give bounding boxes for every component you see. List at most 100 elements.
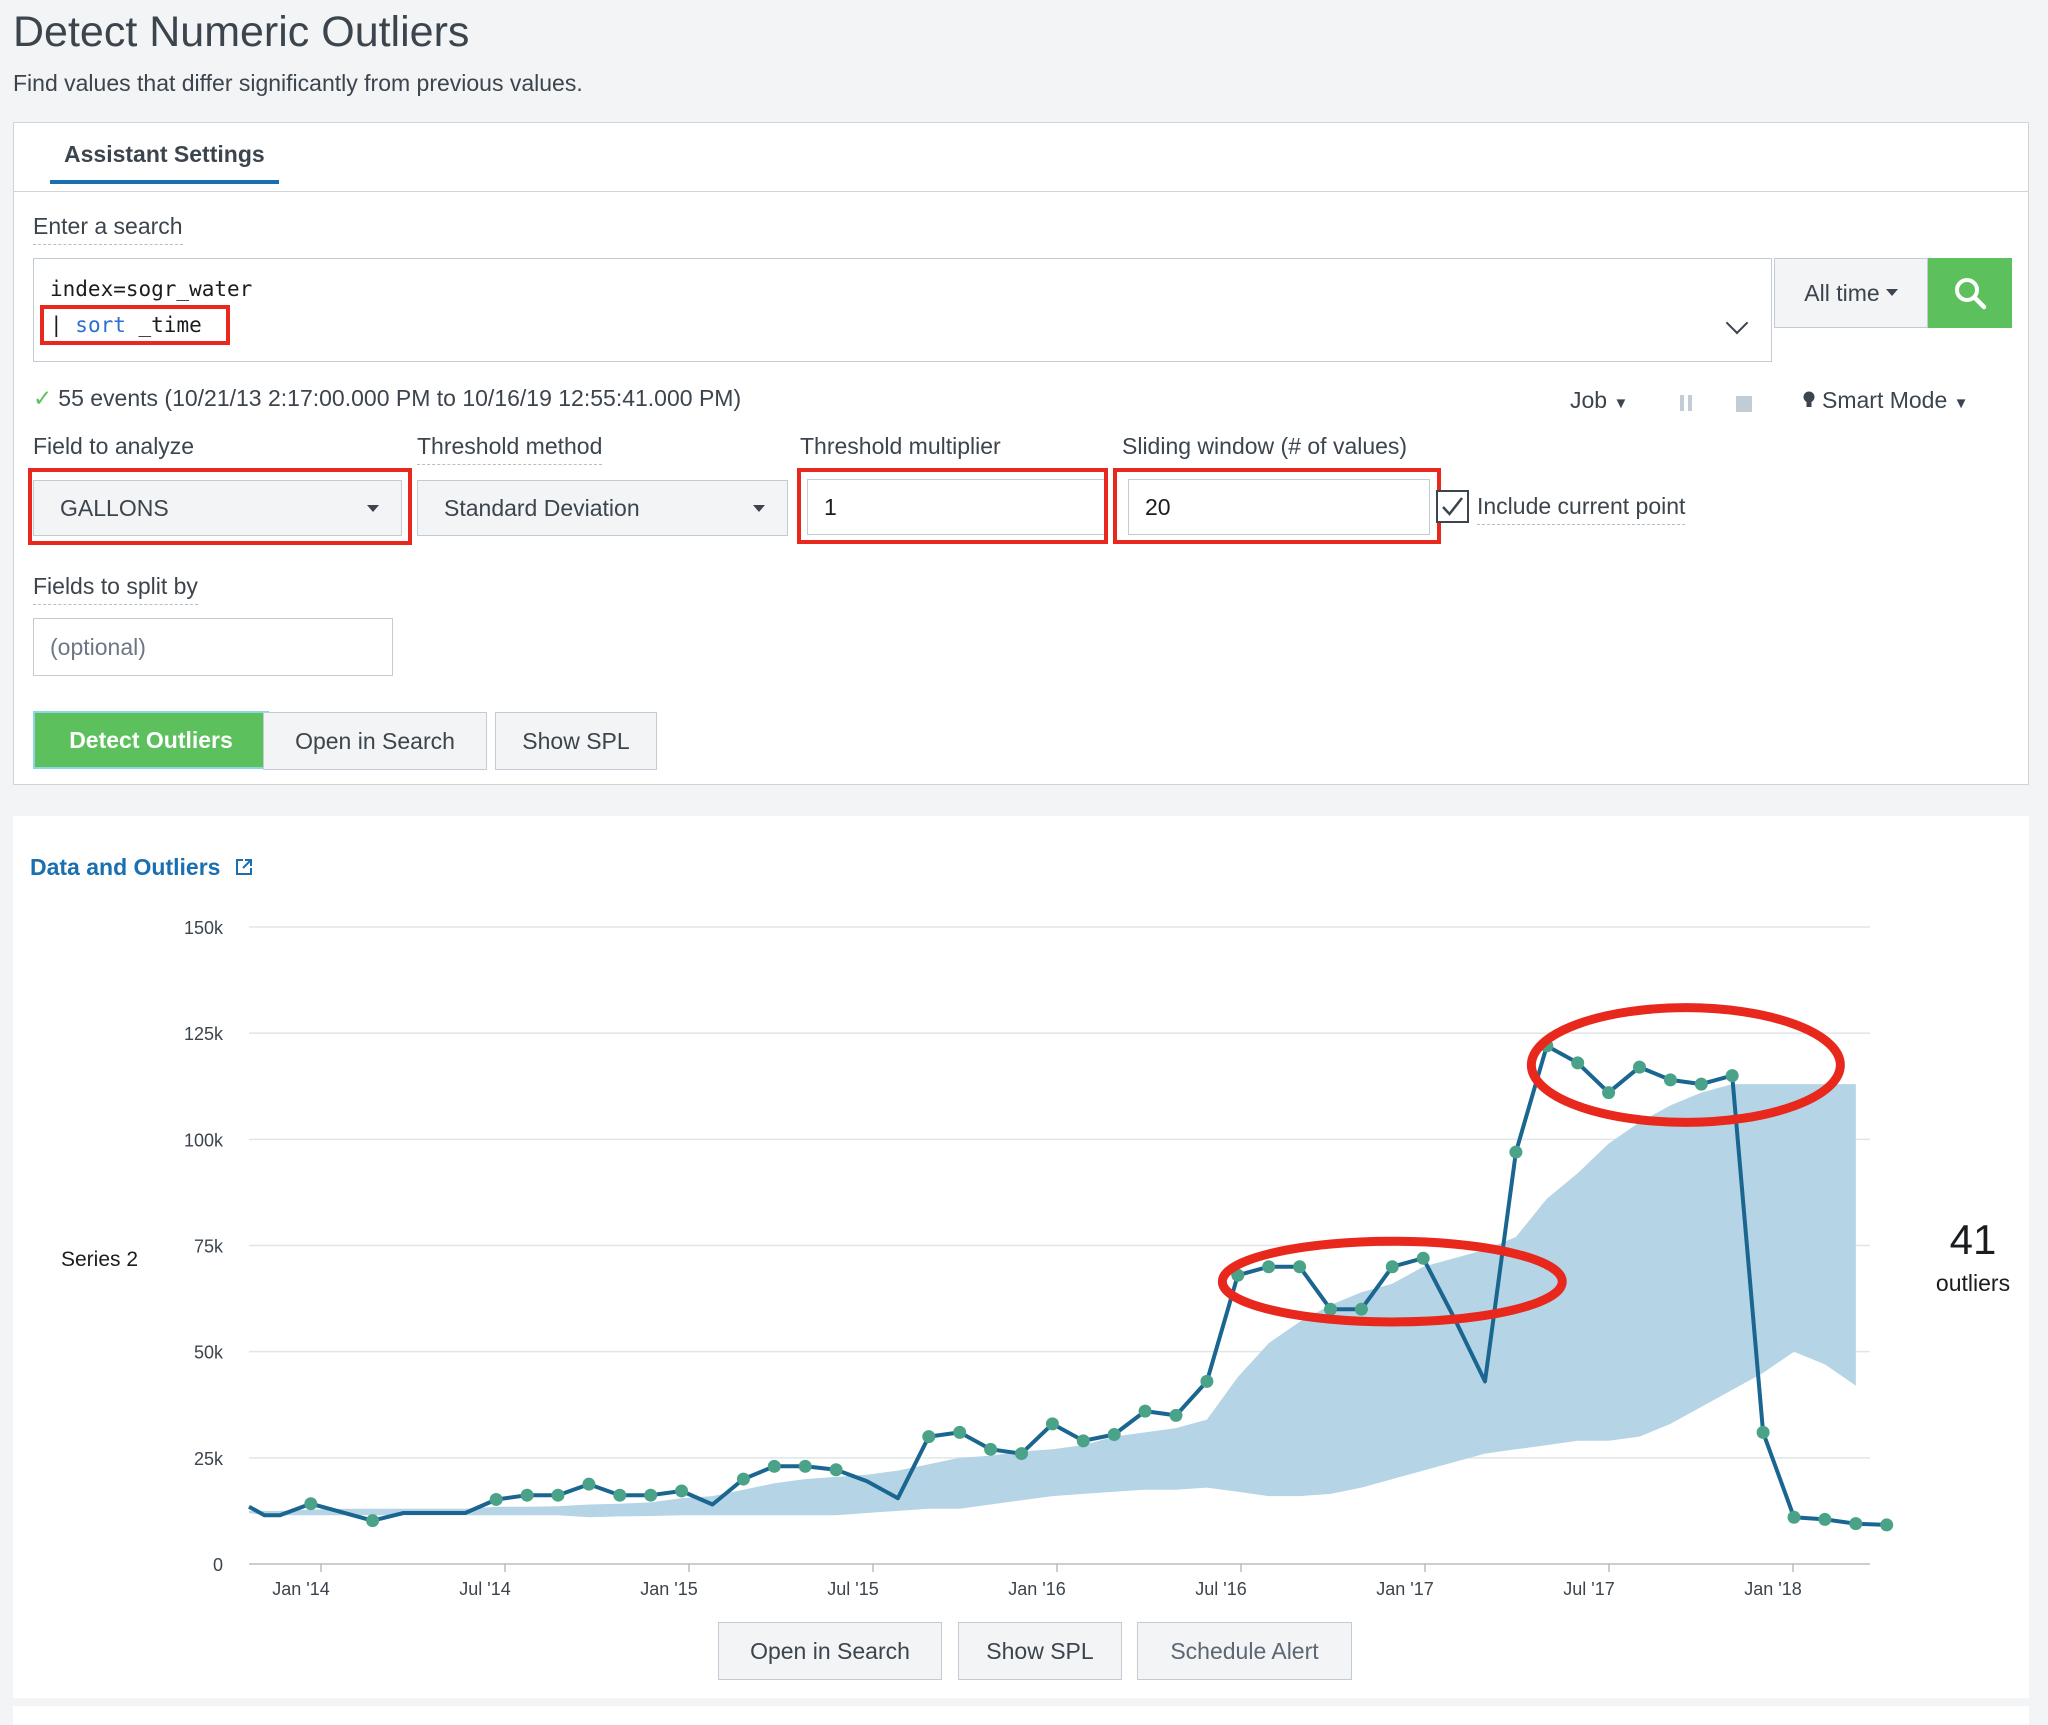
search-button[interactable] <box>1928 258 2012 328</box>
search-input[interactable]: index=sogr_water | sort _time <box>33 258 1772 362</box>
page-title: Detect Numeric Outliers <box>13 8 470 56</box>
outlier-point <box>1354 1302 1368 1316</box>
y-tick-label: 50k <box>194 1343 224 1363</box>
chevron-down-icon[interactable] <box>1725 311 1749 335</box>
search-query-line-2: | sort _time <box>50 313 202 337</box>
outlier-point <box>1200 1374 1214 1388</box>
job-menu[interactable]: Job ▼ <box>1570 387 1628 414</box>
outlier-point <box>1324 1302 1337 1316</box>
outlier-point <box>1663 1073 1677 1087</box>
outlier-point <box>304 1497 318 1511</box>
highlight-ellipses <box>1217 1003 1845 1327</box>
sort-argument: _time <box>125 313 202 337</box>
chart-open-in-search-button[interactable]: Open in Search <box>718 1622 942 1680</box>
pipe-symbol: | <box>50 313 76 337</box>
fields-to-split-by-label: Fields to split by <box>33 573 198 605</box>
threshold-multiplier-value: 1 <box>824 493 837 520</box>
fields-to-split-by-input[interactable]: (optional) <box>33 618 393 676</box>
external-link-icon <box>235 859 252 875</box>
results-panel: Data and Outliers 0 25k 50k 75k 100k 125k 150k… <box>13 816 2029 1698</box>
x-axis-ticks: Jan '14 Jul '14 Jan '15 Jul '15 Jan '16 Jul '… <box>272 1564 1802 1599</box>
outlier-point <box>829 1463 843 1477</box>
y-tick-label: 25k <box>194 1449 224 1469</box>
search-mode-menu[interactable]: Smart Mode ▼ <box>1802 387 1969 414</box>
outlier-point <box>675 1484 689 1498</box>
x-tick-label: Jul '16 <box>1195 1579 1246 1599</box>
outlier-point <box>1694 1077 1708 1091</box>
outlier-point <box>1787 1510 1801 1524</box>
sliding-window-label: Sliding window (# of values) <box>1122 433 1408 459</box>
schedule-alert-button[interactable]: Schedule Alert <box>1137 1622 1352 1680</box>
x-tick-label: Jan '15 <box>640 1579 697 1599</box>
chart-title-link[interactable]: Data and Outliers <box>30 854 253 881</box>
job-menu-label: Job <box>1570 387 1608 413</box>
x-tick-label: Jan '17 <box>1376 1579 1433 1599</box>
search-query-line-1: index=sogr_water <box>50 277 253 301</box>
sliding-window-input[interactable]: 20 <box>1128 479 1430 535</box>
caret-down-icon <box>1885 289 1898 296</box>
highlight-ellipse <box>1526 1003 1845 1127</box>
pause-icon[interactable] <box>1680 395 1692 411</box>
search-mode-label: Smart Mode <box>1822 387 1948 413</box>
include-current-point-checkbox[interactable] <box>1436 490 1469 523</box>
open-in-search-button[interactable]: Open in Search <box>263 712 487 770</box>
next-panel-edge <box>13 1706 2029 1725</box>
x-tick-label: Jan '16 <box>1008 1579 1065 1599</box>
caret-down-icon: ▼ <box>1953 395 1969 412</box>
assistant-settings-panel: Assistant Settings Enter a search index=… <box>13 122 2029 785</box>
outlier-point <box>1725 1069 1739 1083</box>
highlight-ellipse <box>1217 1236 1567 1327</box>
field-to-analyze-value: GALLONS <box>60 494 169 521</box>
series-label: Series 2 <box>61 1248 139 1271</box>
search-label: Enter a search <box>33 213 183 245</box>
sort-highlight-box <box>40 305 230 345</box>
split-placeholder: (optional) <box>50 633 146 660</box>
caret-down-icon: ▼ <box>1613 395 1629 412</box>
outlier-point <box>922 1430 936 1444</box>
x-tick-label: Jan '18 <box>1744 1579 1801 1599</box>
include-current-point-label: Include current point <box>1477 493 1686 525</box>
threshold-multiplier-label: Threshold multiplier <box>800 433 1001 459</box>
y-tick-label: 75k <box>194 1237 224 1257</box>
time-range-label: All time <box>1804 279 1880 306</box>
checkmark-icon <box>1442 497 1463 516</box>
outlier-point <box>1571 1056 1585 1070</box>
y-tick-label: 100k <box>184 1130 224 1150</box>
x-tick-label: Jul '17 <box>1563 1579 1614 1599</box>
outlier-point <box>1076 1434 1090 1448</box>
time-range-picker[interactable]: All time <box>1774 258 1928 328</box>
outlier-point <box>1015 1447 1028 1461</box>
tab-divider <box>14 191 2028 192</box>
outlier-point <box>1231 1268 1245 1282</box>
threshold-method-dropdown[interactable]: Standard Deviation <box>417 480 788 536</box>
tab-assistant-settings[interactable]: Assistant Settings <box>50 141 279 184</box>
outlier-point <box>1633 1060 1646 1074</box>
check-icon: ✓ <box>33 385 53 411</box>
outlier-point <box>366 1514 380 1528</box>
sliding-window-value: 20 <box>1145 493 1171 520</box>
outlier-point <box>1107 1427 1121 1441</box>
detect-outliers-button[interactable]: Detect Outliers <box>33 711 269 769</box>
sort-keyword: sort <box>75 313 126 337</box>
outlier-point <box>1416 1251 1430 1265</box>
outlier-point <box>1818 1512 1832 1526</box>
caret-down-icon <box>753 505 765 512</box>
threshold-method-label: Threshold method <box>417 433 603 465</box>
outlier-point <box>644 1488 658 1502</box>
outlier-point <box>551 1488 565 1502</box>
chart-show-spl-button[interactable]: Show SPL <box>958 1622 1122 1680</box>
field-to-analyze-dropdown[interactable]: GALLONS <box>33 480 402 536</box>
outlier-point <box>1138 1404 1152 1418</box>
x-tick-label: Jan '14 <box>272 1579 329 1599</box>
stop-icon[interactable] <box>1736 396 1752 412</box>
show-spl-button[interactable]: Show SPL <box>495 712 657 770</box>
multiplier-highlight-box <box>797 468 1108 544</box>
outlier-point <box>1509 1145 1523 1159</box>
lightbulb-icon <box>1803 391 1815 407</box>
threshold-multiplier-input[interactable]: 1 <box>807 479 1107 535</box>
outlier-point <box>984 1442 998 1456</box>
outlier-point <box>1293 1260 1307 1274</box>
outlier-point <box>520 1488 534 1502</box>
search-icon <box>1955 278 1987 310</box>
